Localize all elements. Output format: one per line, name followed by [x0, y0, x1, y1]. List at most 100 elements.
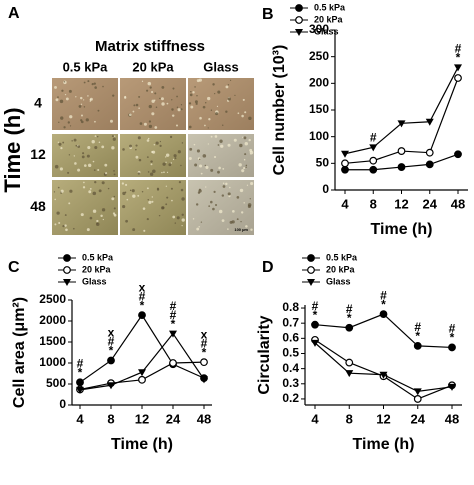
y-tick-label: 0.7	[282, 315, 299, 329]
cell-speck	[194, 86, 196, 88]
cell-speck	[181, 213, 184, 216]
cell-speck	[71, 140, 73, 142]
data-point	[307, 254, 315, 262]
cell-speck	[150, 163, 153, 166]
cell-speck	[225, 110, 228, 113]
panel-title: Matrix stiffness	[95, 38, 205, 55]
cell-speck	[205, 165, 209, 169]
y-tick-label: 250	[309, 49, 329, 63]
data-point	[138, 369, 146, 377]
cell-speck	[218, 166, 221, 170]
cell-speck	[237, 112, 240, 115]
cell-speck	[229, 186, 231, 189]
cell-speck	[181, 197, 185, 201]
data-point	[454, 74, 462, 82]
row-label: 12	[30, 146, 46, 162]
cell-speck	[113, 169, 115, 172]
cell-speck	[188, 102, 192, 105]
cell-speck	[218, 209, 223, 214]
cell-speck	[68, 89, 72, 93]
cell-speck	[166, 102, 169, 105]
cell-speck	[245, 164, 248, 167]
cell-speck	[95, 222, 100, 227]
cell-speck	[96, 135, 99, 138]
x-tick-label: 4	[311, 411, 319, 426]
cell-speck	[113, 195, 116, 198]
cell-speck	[225, 85, 229, 89]
x-tick-label: 48	[451, 196, 465, 211]
cell-speck	[87, 80, 90, 83]
cell-speck	[151, 200, 154, 203]
data-point	[397, 163, 406, 171]
column-label: 20 kPa	[132, 59, 174, 74]
cell-speck	[222, 185, 226, 188]
micrograph	[188, 180, 254, 235]
data-point	[76, 386, 84, 394]
cell-speck	[176, 106, 179, 108]
cell-speck	[143, 229, 146, 232]
cell-speck	[89, 100, 92, 102]
annotation: #	[139, 289, 146, 303]
cell-speck	[161, 171, 163, 174]
x-tick-label: 24	[411, 411, 426, 426]
cell-speck	[227, 143, 231, 147]
cell-speck	[133, 104, 136, 107]
x-tick-label: 12	[376, 411, 390, 426]
cell-speck	[240, 221, 242, 223]
cell-speck	[94, 120, 96, 123]
cell-speck	[146, 217, 149, 221]
cell-speck	[210, 109, 213, 111]
cell-speck	[113, 207, 116, 210]
cell-speck	[81, 155, 85, 159]
cell-speck	[135, 148, 137, 151]
cell-speck	[83, 181, 85, 184]
cell-speck	[165, 203, 168, 206]
series-line	[314, 342, 453, 392]
cell-speck	[180, 188, 184, 192]
cell-speck	[102, 218, 104, 221]
cell-speck	[214, 93, 216, 95]
cell-speck	[146, 156, 149, 159]
annotation: #	[380, 288, 387, 302]
data-point	[63, 266, 71, 274]
cell-speck	[228, 194, 231, 198]
cell-speck	[132, 194, 136, 198]
y-tick-label: 0	[59, 397, 66, 411]
data-point	[425, 118, 434, 126]
data-point	[63, 254, 71, 262]
cell-speck	[232, 210, 235, 213]
cell-speck	[87, 95, 89, 97]
cell-speck	[198, 226, 200, 228]
annotation: #	[312, 299, 319, 313]
cell-speck	[78, 105, 82, 108]
annotation: #	[108, 335, 115, 349]
cell-speck	[165, 185, 168, 187]
cell-speck	[137, 172, 140, 175]
cell-speck	[86, 154, 90, 158]
x-axis-title: Time (h)	[371, 221, 433, 238]
cell-speck	[180, 164, 182, 167]
cell-speck	[238, 163, 242, 167]
cell-speck	[142, 207, 146, 210]
cell-speck	[101, 181, 105, 185]
cell-speck	[207, 96, 211, 101]
annotation: *	[450, 331, 455, 345]
cell-speck	[169, 135, 173, 139]
y-tick-label: 50	[316, 156, 330, 170]
cell-speck	[98, 189, 102, 193]
cell-speck	[172, 87, 175, 90]
y-tick-label: 0	[322, 182, 329, 196]
cell-speck	[69, 115, 73, 119]
data-point	[345, 370, 354, 378]
cell-speck	[80, 114, 83, 117]
annotation: x	[108, 326, 115, 340]
cell-speck	[181, 142, 184, 144]
cell-speck	[85, 118, 89, 122]
cell-speck	[243, 167, 246, 170]
cell-speck	[94, 145, 98, 150]
data-point	[448, 383, 456, 391]
cell-speck	[195, 102, 198, 105]
data-point	[138, 311, 146, 320]
cell-speck	[220, 144, 224, 148]
